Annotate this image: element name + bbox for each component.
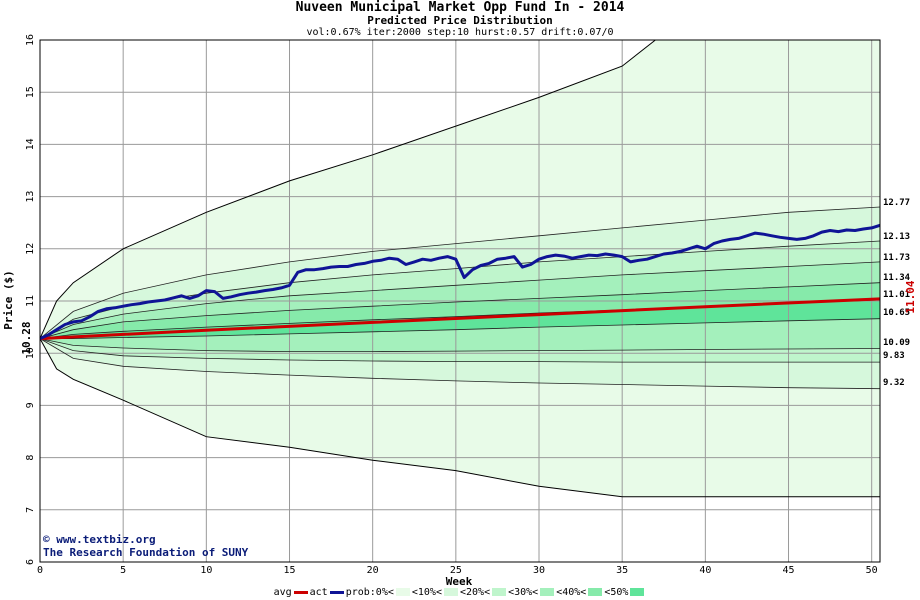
legend-label: <20%< <box>459 587 491 598</box>
right-label-11.73: 11.73 <box>883 253 910 263</box>
right-label-12.13: 12.13 <box>883 232 910 242</box>
quantile-curve-9.32 <box>39 338 881 390</box>
right-label-9.32: 9.32 <box>883 378 905 388</box>
y-tick-label-13: 13 <box>25 191 36 203</box>
x-tick-label-20: 20 <box>367 565 379 576</box>
x-tick-label-40: 40 <box>699 565 711 576</box>
x-tick-label-15: 15 <box>283 565 295 576</box>
avg-price-line <box>39 297 881 341</box>
plot-frame <box>39 39 881 563</box>
x-tick-label-5: 5 <box>120 565 126 576</box>
y-tick-label-12: 12 <box>25 243 36 255</box>
quantile-curve-11.73 <box>39 261 881 339</box>
envelope-lower-line <box>39 338 880 498</box>
y-axis-label: Price ($) <box>2 270 15 330</box>
legend-swatch <box>492 588 507 596</box>
quantile-curve-12.77 <box>39 206 881 339</box>
credit-organization: The Research Foundation of SUNY <box>43 546 249 559</box>
quantile-curve-11.34 <box>39 282 881 339</box>
right-label-10.65: 10.65 <box>883 308 910 318</box>
y-tick-label-6: 6 <box>25 559 36 565</box>
y-tick-label-10: 10 <box>25 347 36 359</box>
right-label-9.83: 9.83 <box>883 351 905 361</box>
legend-swatch <box>395 588 410 596</box>
legend-item-prob-0: prob:0%< <box>346 587 410 598</box>
chart-title: Nuveen Municipal Market Opp Fund In - 20… <box>295 0 625 15</box>
y-tick-label-8: 8 <box>25 455 36 461</box>
x-axis-ticks: 0 5 10 15 20 25 30 35 40 45 50 <box>37 565 878 576</box>
x-tick-label-25: 25 <box>450 565 462 576</box>
legend-swatch <box>588 588 603 596</box>
legend-item-50: <50% <box>604 587 645 598</box>
quantile-curve-10.09 <box>39 338 881 353</box>
legend-item-40: <40%< <box>556 587 603 598</box>
end-price-label: 11.04 <box>904 280 917 313</box>
legend-label: prob:0%< <box>345 587 394 598</box>
start-price-label: 10.28 <box>20 321 33 354</box>
right-label-11.01: 11.01 <box>883 290 910 300</box>
series-lines <box>39 223 881 341</box>
legend-label: <30%< <box>508 587 539 598</box>
y-axis-ticks: 6 7 8 9 10 11 12 13 14 15 16 <box>25 34 36 565</box>
y-tick-label-11: 11 <box>25 295 36 307</box>
legend-label: avg <box>273 587 292 598</box>
y-tick-label-7: 7 <box>25 507 36 513</box>
legend-label: act <box>309 587 328 598</box>
chart-subtitle: Predicted Price Distribution <box>367 14 553 27</box>
legend-swatch <box>443 588 458 596</box>
quantile-curve-10.65 <box>40 318 881 340</box>
x-tick-label-0: 0 <box>37 565 43 576</box>
legend-item-10: <10%< <box>412 587 458 598</box>
legend-item-avg: avg <box>274 587 308 598</box>
x-axis-label: Week <box>446 575 473 588</box>
x-tick-label-35: 35 <box>616 565 628 576</box>
legend-swatch <box>329 590 344 594</box>
legend-label: <10%< <box>411 587 442 598</box>
envelope-upper-line <box>39 39 656 339</box>
x-tick-label-30: 30 <box>533 565 545 576</box>
legend-item-act: act <box>310 587 344 598</box>
band-40pct <box>40 282 880 339</box>
legend-swatch <box>630 588 645 596</box>
legend-swatch <box>293 590 308 594</box>
right-label-11.34: 11.34 <box>883 273 911 283</box>
right-label-10.09: 10.09 <box>883 338 910 348</box>
x-tick-label-45: 45 <box>782 565 794 576</box>
simulation-parameters: vol:0.67% iter:2000 step:10 hurst:0.57 d… <box>306 27 614 38</box>
y-tick-label-14: 14 <box>25 138 36 150</box>
x-tick-label-10: 10 <box>200 565 212 576</box>
actual-price-line <box>39 223 881 340</box>
quantile-curve-9.83 <box>39 338 880 363</box>
x-tick-label-50: 50 <box>866 565 878 576</box>
legend-item-20: <20%< <box>459 587 507 598</box>
legend-swatch <box>540 588 555 596</box>
legend: avg act prob:0%< <10%< <20%< <30%< <40%< <50% <box>0 587 920 598</box>
legend-item-30: <30%< <box>508 587 555 598</box>
y-tick-label-9: 9 <box>25 402 36 408</box>
right-quantile-labels: 12.77 12.13 11.73 11.34 11.01 10.65 10.09 9.83 9… <box>883 198 911 388</box>
quantile-curves <box>39 39 881 498</box>
legend-label: <50% <box>604 587 629 598</box>
legend-label: <40%< <box>556 587 587 598</box>
y-tick-label-16: 16 <box>25 34 36 46</box>
credit-website: © www.textbiz.org <box>43 533 156 546</box>
y-tick-label-15: 15 <box>25 86 36 98</box>
right-label-12.77: 12.77 <box>883 198 910 208</box>
